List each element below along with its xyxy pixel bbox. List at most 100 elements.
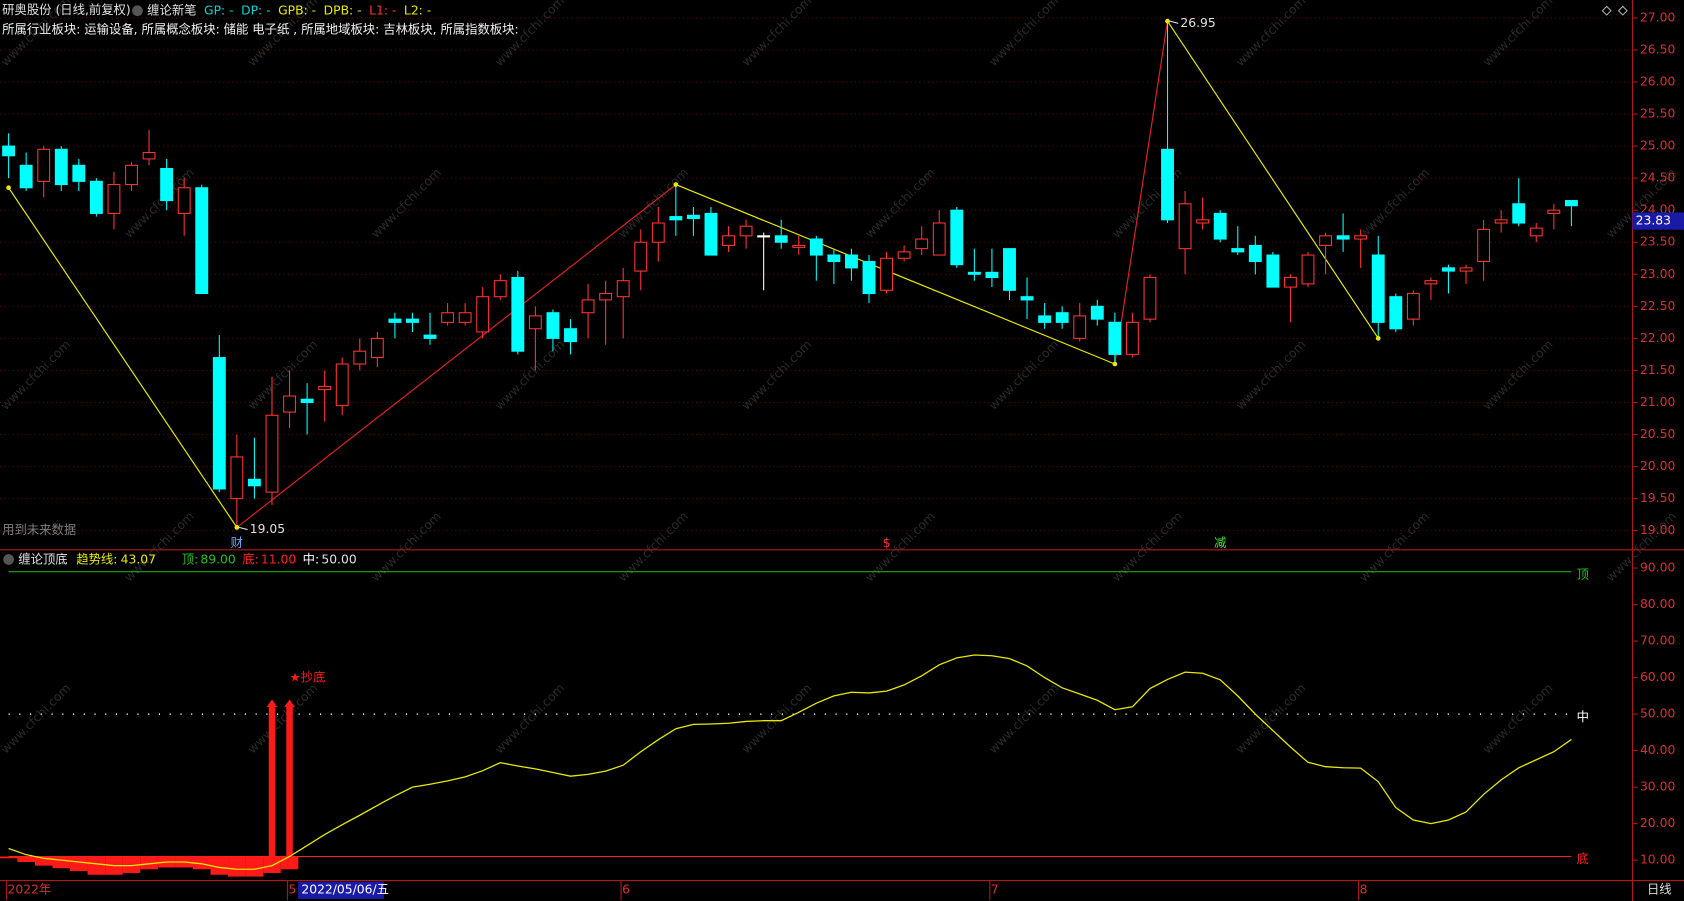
candle-body	[2, 145, 16, 157]
candle-body	[739, 225, 753, 237]
y-tick-label: 25.00	[1640, 139, 1675, 153]
zigzag-point	[1165, 18, 1170, 24]
candle-body	[265, 414, 279, 493]
event-marker: $	[883, 536, 891, 550]
candle-body	[827, 254, 841, 262]
candle-body	[1055, 312, 1069, 323]
y-tick-label: 25.50	[1640, 107, 1675, 121]
candle-body	[476, 296, 490, 333]
candle-body	[1283, 276, 1297, 288]
y-tick-label: 20.50	[1640, 427, 1675, 441]
candle-body	[774, 235, 788, 243]
candle-body	[1196, 219, 1210, 224]
y-tick-label: 10.00	[1640, 853, 1675, 867]
y-tick-label: 21.00	[1640, 395, 1675, 409]
candle-body	[335, 363, 349, 407]
candle-body	[493, 280, 507, 298]
indicator-field: GP: -	[204, 3, 234, 17]
bottom-bar	[192, 856, 211, 870]
candle-body	[1266, 254, 1280, 288]
candle-body	[511, 276, 525, 352]
indicator-field: DP: -	[241, 3, 271, 17]
y-tick-label: 26.00	[1640, 75, 1675, 89]
candle-body	[546, 312, 560, 339]
sector-info: 所属行业板块: 运输设备, 所属概念板块: 储能 电子纸 , 所属地域板块: 吉…	[2, 22, 519, 37]
candle-body	[1020, 296, 1034, 301]
bottom-arrow	[286, 705, 293, 857]
candle-body	[107, 184, 121, 214]
candle-body	[915, 238, 929, 250]
candle-body	[1125, 321, 1139, 355]
candle-body	[125, 164, 138, 186]
y-tick-label: 20.00	[1640, 459, 1675, 473]
bottom-bar	[263, 856, 281, 873]
candle-body	[160, 168, 174, 202]
y-tick-label: 22.50	[1640, 299, 1675, 313]
candle-body	[792, 244, 806, 248]
x-tick-label: 6	[622, 883, 630, 897]
zigzag-point	[673, 182, 679, 187]
candle-body	[985, 271, 999, 279]
y-tick-label: 40.00	[1640, 743, 1675, 757]
level-header: 底:	[242, 551, 259, 566]
period-label: 日线	[1647, 883, 1672, 897]
bottom-bar	[17, 856, 35, 862]
candle-body	[1424, 280, 1438, 285]
candle-body	[528, 315, 542, 330]
candle-body	[967, 271, 981, 275]
candle-body	[353, 350, 367, 365]
candle-body	[1003, 248, 1016, 291]
candle-body	[37, 148, 51, 182]
candle-body	[950, 209, 964, 266]
arrow-head	[266, 699, 278, 708]
candle-body	[722, 235, 735, 246]
candle-body	[704, 212, 718, 256]
level-name: 顶	[1577, 567, 1589, 581]
candle-body	[862, 260, 876, 295]
candle-body	[283, 395, 296, 413]
y-tick-label: 26.50	[1640, 42, 1675, 56]
indicator-name: 缠论顶底	[18, 551, 67, 566]
candle-body	[845, 254, 858, 269]
y-tick-label: 23.00	[1640, 267, 1675, 281]
candle-body	[441, 312, 455, 323]
legend-value: 43.07	[121, 552, 156, 566]
zigzag-segment	[8, 187, 238, 528]
candle-body	[177, 187, 191, 214]
candle-body	[686, 214, 700, 220]
candle-body	[1213, 212, 1227, 240]
indicator-menu-icon[interactable]	[132, 5, 143, 17]
indicator-field: L1: -	[369, 3, 396, 17]
candle-body	[19, 164, 33, 189]
window-icons[interactable]	[1601, 5, 1628, 16]
x-tick-label: 7	[991, 883, 999, 897]
y-tick-label: 27.00	[1640, 10, 1675, 24]
candle-body	[423, 334, 437, 339]
pivot-pointer	[238, 526, 248, 531]
pivot-label: 26.95	[1180, 16, 1215, 30]
candle-body	[1178, 203, 1192, 250]
chart-title: 研奥股份 (日线,前复权)	[2, 2, 131, 17]
last-price-tag	[1632, 212, 1684, 230]
candle-body	[1442, 267, 1455, 272]
indicator-menu-icon[interactable]	[3, 554, 14, 565]
zigzag-point	[6, 185, 11, 191]
zigzag-segment	[675, 184, 1116, 365]
candle-body	[1248, 244, 1262, 262]
candle-body	[1231, 248, 1245, 253]
x-tick-label: 2022年	[8, 883, 52, 897]
bottom-bar	[210, 856, 229, 875]
candle-body	[1038, 315, 1052, 323]
pivot-pointer	[1169, 20, 1179, 24]
future-data-note: 用到未来数据	[2, 522, 76, 537]
y-tick-label: 20.00	[1640, 816, 1675, 830]
event-marker: 财	[231, 536, 243, 550]
indicator-name: 缠论新笔	[147, 2, 196, 17]
bottom-bar	[245, 856, 264, 877]
y-tick-label: 90.00	[1640, 561, 1675, 575]
bottom-arrow	[268, 705, 276, 857]
candle-body	[1371, 254, 1385, 323]
candle-body	[757, 235, 771, 238]
candle-body	[897, 251, 911, 259]
y-tick-label: 23.50	[1640, 235, 1675, 249]
